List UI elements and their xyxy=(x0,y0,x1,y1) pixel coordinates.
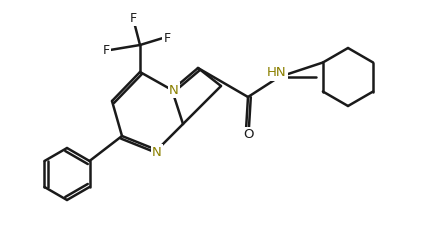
Text: HN: HN xyxy=(267,67,287,79)
Text: O: O xyxy=(244,128,254,142)
Text: F: F xyxy=(129,12,136,24)
Text: N: N xyxy=(169,83,179,97)
Text: F: F xyxy=(102,43,109,57)
Text: F: F xyxy=(163,31,171,45)
Text: N: N xyxy=(152,146,162,158)
